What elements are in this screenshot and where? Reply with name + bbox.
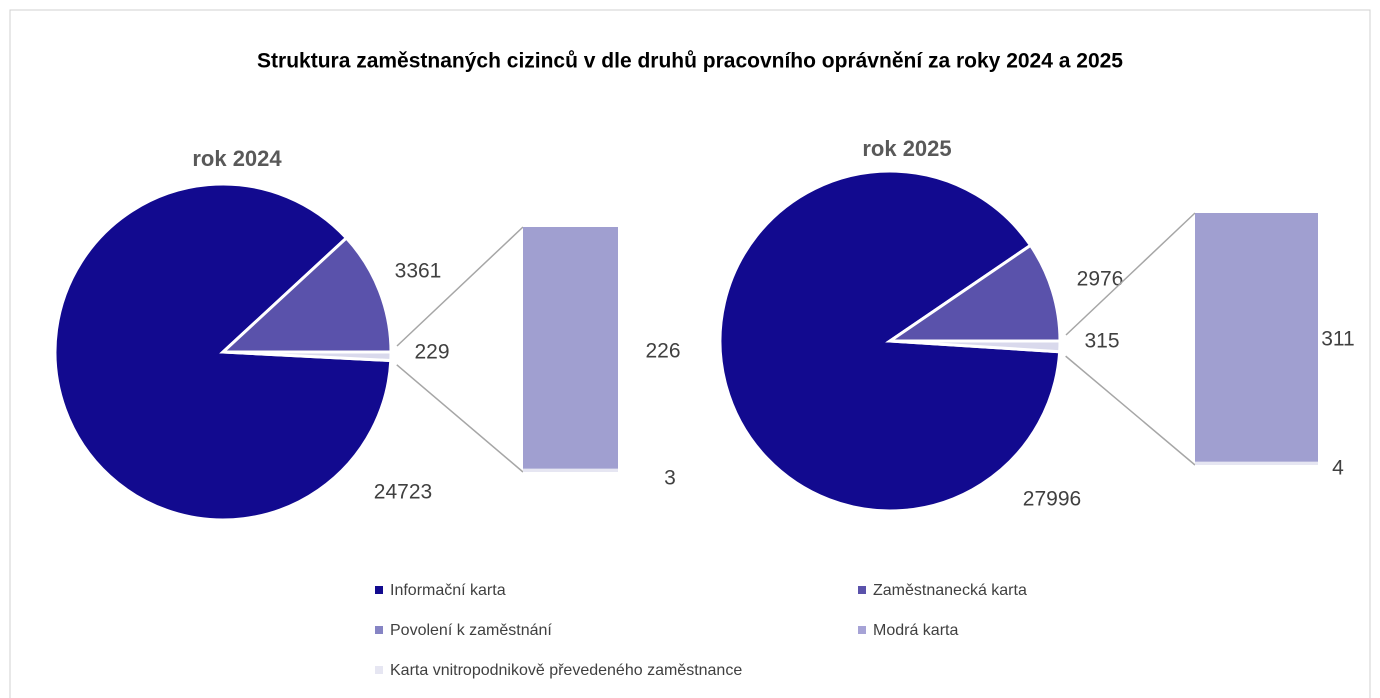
connector xyxy=(1065,212,1196,336)
pie-slice xyxy=(222,350,393,363)
legend-swatch xyxy=(375,626,383,634)
data-label: 3361 xyxy=(395,260,442,283)
bar-segment xyxy=(523,227,618,469)
data-label: 2976 xyxy=(1077,268,1124,291)
pie-slice xyxy=(885,243,1062,343)
data-label: 24723 xyxy=(374,481,432,504)
chart-title: Struktura zaměstnaných cizinců v dle dru… xyxy=(257,50,1123,73)
data-label: 27996 xyxy=(1023,488,1081,511)
legend-swatch xyxy=(375,666,383,674)
pie-title: rok 2025 xyxy=(862,136,951,161)
legend-swatch xyxy=(858,586,866,594)
connector xyxy=(396,226,524,347)
legend-swatch xyxy=(375,586,383,594)
connector xyxy=(1065,355,1196,466)
bar-segment xyxy=(1195,461,1318,465)
data-label: 4 xyxy=(1332,457,1344,480)
data-label: 229 xyxy=(414,341,449,364)
pie-slice xyxy=(889,339,1062,354)
legend-label: Karta vnitropodnikově převedeného zaměst… xyxy=(390,662,742,679)
legend-label: Zaměstnanecká karta xyxy=(873,582,1027,599)
legend-swatch xyxy=(858,626,866,634)
bar-segment xyxy=(523,468,618,472)
legend-label: Modrá karta xyxy=(873,622,958,639)
legend-label: Povolení k zaměstnání xyxy=(390,622,552,639)
pie-title: rok 2024 xyxy=(192,146,282,171)
data-label: 315 xyxy=(1084,330,1119,353)
connector xyxy=(396,364,524,473)
bar-segment xyxy=(1195,213,1318,462)
data-label: 311 xyxy=(1321,328,1354,351)
data-label: 3 xyxy=(664,467,676,490)
legend-label: Informační karta xyxy=(390,582,506,599)
pie-slice xyxy=(219,235,393,354)
data-label: 226 xyxy=(645,340,680,363)
